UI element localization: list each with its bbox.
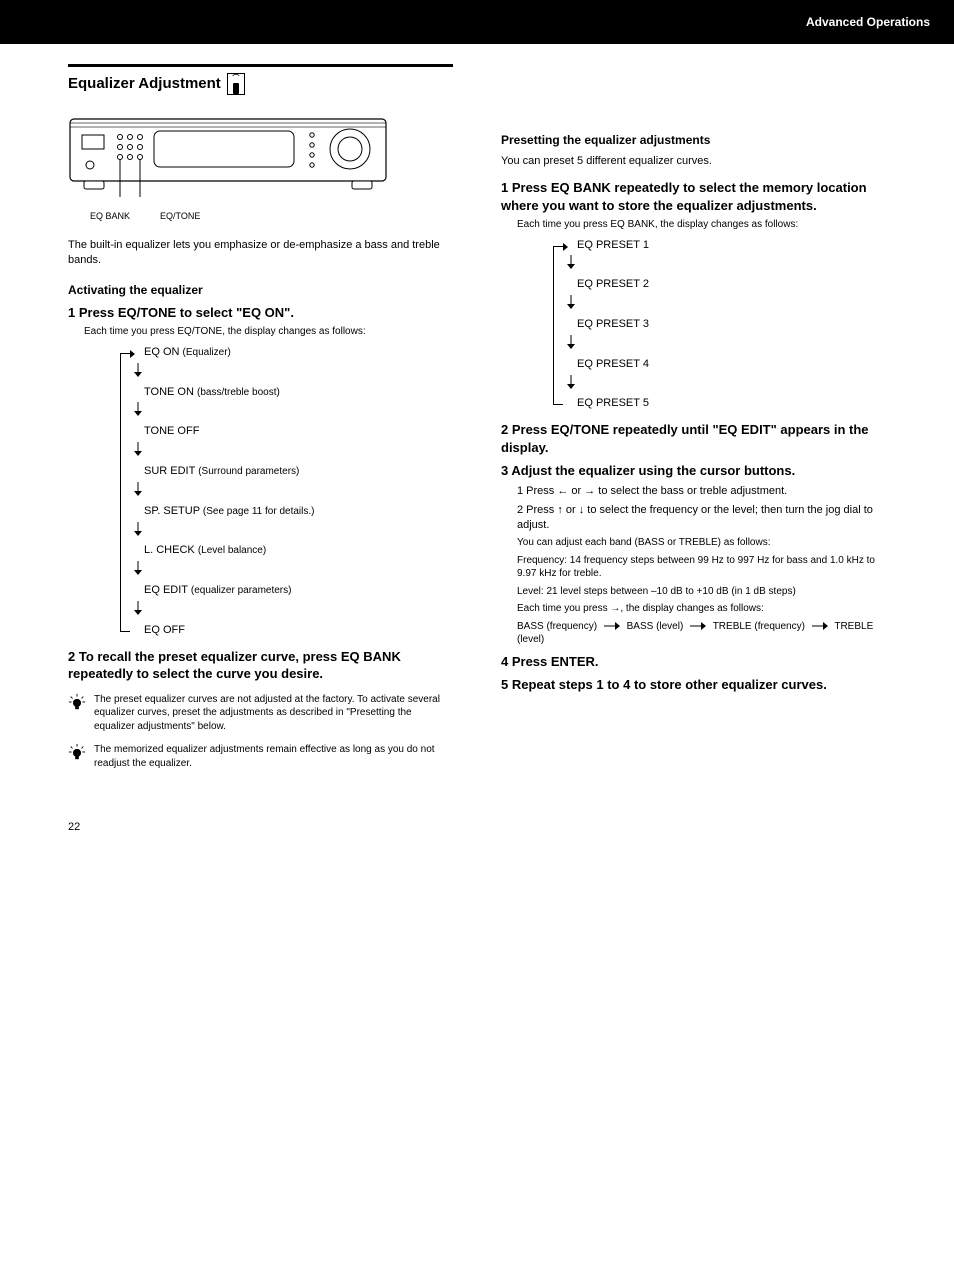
adjust-level: Level: 21 level steps between –10 dB to … [517,585,886,599]
arrow-down-icon [132,363,144,377]
tip-icon [68,693,86,711]
section-presetting: Presetting the equalizer adjustments [501,132,886,148]
flow-eq-presets: EQ PRESET 1 EQ PRESET 2 EQ PRESET 3 EQ P… [561,238,771,412]
left-column: Equalizer Adjustment ⌒ [68,64,453,780]
flow-item-aside: (bass/treble boost) [197,387,280,398]
seq-item: TREBLE (frequency) [713,621,805,632]
page-title: Equalizer Adjustment ⌒ [68,73,453,95]
header-section-label: Advanced Operations [806,14,930,30]
r-step-3: 3 Adjust the equalizer using the cursor … [501,462,886,480]
remote-icon-waves: ⌒ [232,75,239,82]
device-callouts: EQ BANK EQ/TONE [90,210,453,222]
title-rule [68,64,453,67]
flow-item-aside: (Equalizer) [183,347,231,358]
arrow-right-icon [690,622,706,630]
tip-icon [68,743,86,761]
flow-item-label: SP. SETUP [144,505,200,517]
tip-2: The memorized equalizer adjustments rema… [68,743,453,770]
flow-item-label: EQ PRESET 2 [577,278,649,290]
flow-item-label: L. CHECK [144,544,195,556]
r-substep-2: 2 Press ↑ or ↓ to select the frequency o… [517,503,886,533]
header-bar: Advanced Operations [0,0,954,44]
remote-icon: ⌒ [227,73,245,95]
page-number: 22 [0,820,954,855]
arrow-down-icon [565,335,577,349]
intro-paragraph: The built-in equalizer lets you emphasiz… [68,238,453,268]
flow-eq-tone-states: EQ ON (Equalizer) TONE ON (bass/treble b… [128,345,338,638]
display-sequence: BASS (frequency) BASS (level) TREBLE (fr… [517,620,886,647]
adjust-frequency: Frequency: 14 frequency steps between 99… [517,554,886,581]
r-step-1-note: Each time you press EQ BANK, the display… [517,218,886,232]
device-illustration [68,115,388,201]
flow-item-aside: (Level balance) [198,545,266,556]
r-step-2: 2 Press EQ/TONE repeatedly until "EQ EDI… [501,421,886,456]
page-title-text: Equalizer Adjustment [68,74,221,94]
flow-item-label: EQ ON [144,346,179,358]
flow-item-label: EQ EDIT [144,584,188,596]
flow-item-label: TONE ON [144,386,194,398]
arrow-down-icon [132,522,144,536]
remote-icon-body [233,83,239,94]
arrow-right-icon [812,622,828,630]
seq-intro: Each time you press →, the display chang… [517,602,886,616]
arrow-down-icon [132,601,144,615]
arrow-down-icon [132,402,144,416]
step-1-note: Each time you press EQ/TONE, the display… [84,325,453,339]
tip-1-text: The preset equalizer curves are not adju… [94,693,453,734]
flow-item-aside: (Surround parameters) [198,466,299,477]
arrow-down-icon [132,561,144,575]
arrow-down-icon [565,375,577,389]
flow-item-label: EQ PRESET 4 [577,358,649,370]
callout-eq-tone: EQ/TONE [160,210,200,222]
flow-item-aside: (See page 11 for details.) [203,506,315,517]
arrow-down-icon [565,255,577,269]
step-2: 2 To recall the preset equalizer curve, … [68,648,453,683]
flow-item-label: EQ PRESET 1 [577,239,649,251]
arrow-down-icon [132,482,144,496]
r-sub-note: You can adjust each band (BASS or TREBLE… [517,536,886,550]
tip-1: The preset equalizer curves are not adju… [68,693,453,734]
r-step-1: 1 Press EQ BANK repeatedly to select the… [501,179,886,214]
section-activating-equalizer: Activating the equalizer [68,282,453,298]
right-column: Presetting the equalizer adjustments You… [501,118,886,780]
presetting-intro: You can preset 5 different equalizer cur… [501,154,886,169]
flow-item-label: TONE OFF [144,425,199,437]
seq-item: BASS (level) [627,621,684,632]
step-1: 1 Press EQ/TONE to select "EQ ON". [68,304,453,322]
flow-item-aside: (equalizer parameters) [191,585,292,596]
seq-item: BASS (frequency) [517,621,597,632]
flow-item-label: SUR EDIT [144,465,195,477]
flow-item-label: EQ PRESET 5 [577,397,649,409]
r-substep-1: 1 Press ← or → to select the bass or tre… [517,484,886,499]
callout-eq-bank: EQ BANK [90,210,130,222]
r-step-4: 4 Press ENTER. [501,653,886,671]
arrow-right-icon [604,622,620,630]
tip-2-text: The memorized equalizer adjustments rema… [94,743,453,770]
flow-item-label: EQ OFF [144,624,185,636]
arrow-down-icon [565,295,577,309]
r-step-5: 5 Repeat steps 1 to 4 to store other equ… [501,676,886,694]
flow-item-label: EQ PRESET 3 [577,318,649,330]
page-body: Equalizer Adjustment ⌒ [0,44,954,820]
arrow-down-icon [132,442,144,456]
